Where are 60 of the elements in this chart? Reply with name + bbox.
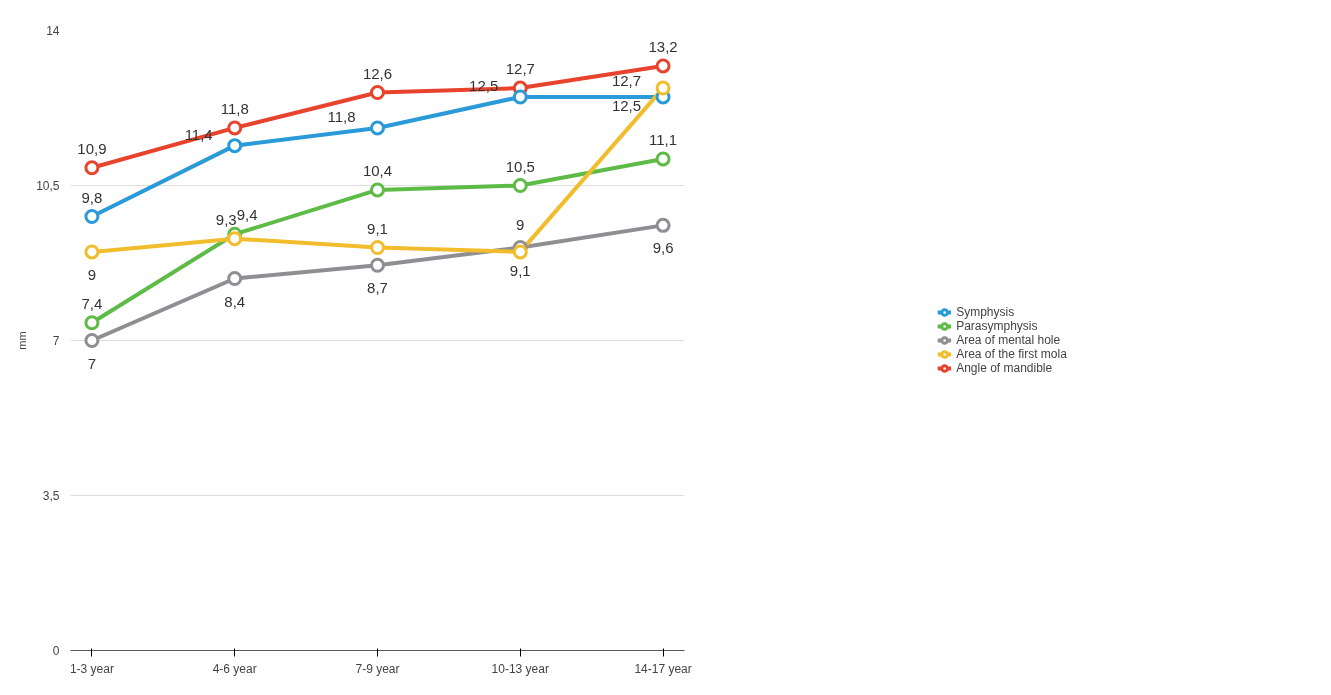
point: [84, 333, 100, 348]
y-tick-label: 0: [52, 644, 60, 658]
point: [227, 271, 243, 286]
data-label: 9,4: [236, 206, 258, 224]
data-label: 12,5: [611, 96, 642, 114]
y-tick-label: 10,5: [36, 179, 60, 193]
data-label: 9,8: [81, 188, 103, 206]
data-label: 10,9: [77, 139, 107, 157]
point: [370, 85, 385, 100]
data-label: 12,6: [362, 64, 393, 82]
data-label: 10,4: [362, 161, 393, 179]
point: [512, 89, 528, 105]
data-label: 9,1: [509, 261, 531, 279]
point: [370, 240, 385, 255]
point: [227, 120, 243, 136]
x-tick-label: 10-13 year: [491, 661, 549, 676]
data-label: 13,2: [648, 37, 678, 55]
data-label: 9,6: [652, 239, 674, 257]
x-tick-label: 14-17 year: [634, 661, 692, 676]
data-label: 11,1: [649, 130, 678, 148]
point: [84, 160, 100, 176]
data-label: 7: [87, 354, 97, 372]
point: [512, 244, 528, 260]
legend-label: Area of mental hole: [956, 333, 1061, 347]
data-label: 9,3: [215, 210, 237, 228]
point: [512, 178, 528, 193]
y-tick-label: 7: [52, 334, 60, 348]
data-label: 12,7: [505, 60, 535, 78]
x-tick-label: 7-9 year: [355, 661, 400, 676]
point: [370, 120, 385, 136]
point: [655, 217, 671, 233]
point: [370, 257, 385, 273]
point: [84, 244, 100, 260]
data-label: 11,8: [327, 107, 356, 125]
y-tick-label: 3,5: [42, 489, 60, 503]
data-label: 7,4: [81, 294, 103, 312]
y-tick-label: 14: [46, 24, 60, 38]
point: [84, 315, 100, 331]
point: [655, 58, 671, 74]
data-label: 9: [516, 215, 525, 233]
legend-label: Symphysis: [956, 305, 1015, 319]
data-label: 9,1: [367, 219, 388, 237]
point: [655, 80, 671, 96]
y-axis-title: mm: [16, 331, 29, 350]
data-label: 11,8: [220, 99, 249, 117]
x-tick-label: 4-6 year: [212, 661, 257, 676]
legend-label: Angle of mandible: [956, 361, 1053, 375]
data-label: 10,5: [505, 157, 535, 175]
point: [370, 182, 385, 198]
x-tick-label: 1-3 year: [69, 661, 114, 676]
point: [227, 138, 243, 154]
data-label: 8,4: [224, 292, 246, 310]
point: [84, 209, 100, 224]
legend-label: Parasymphysis: [956, 319, 1038, 333]
legend-label: Area of the first mola: [956, 347, 1067, 361]
data-label: 8,7: [367, 279, 388, 297]
point: [227, 231, 243, 247]
data-label: 12,7: [611, 72, 642, 90]
data-label: 9: [87, 265, 97, 283]
point: [655, 151, 671, 167]
